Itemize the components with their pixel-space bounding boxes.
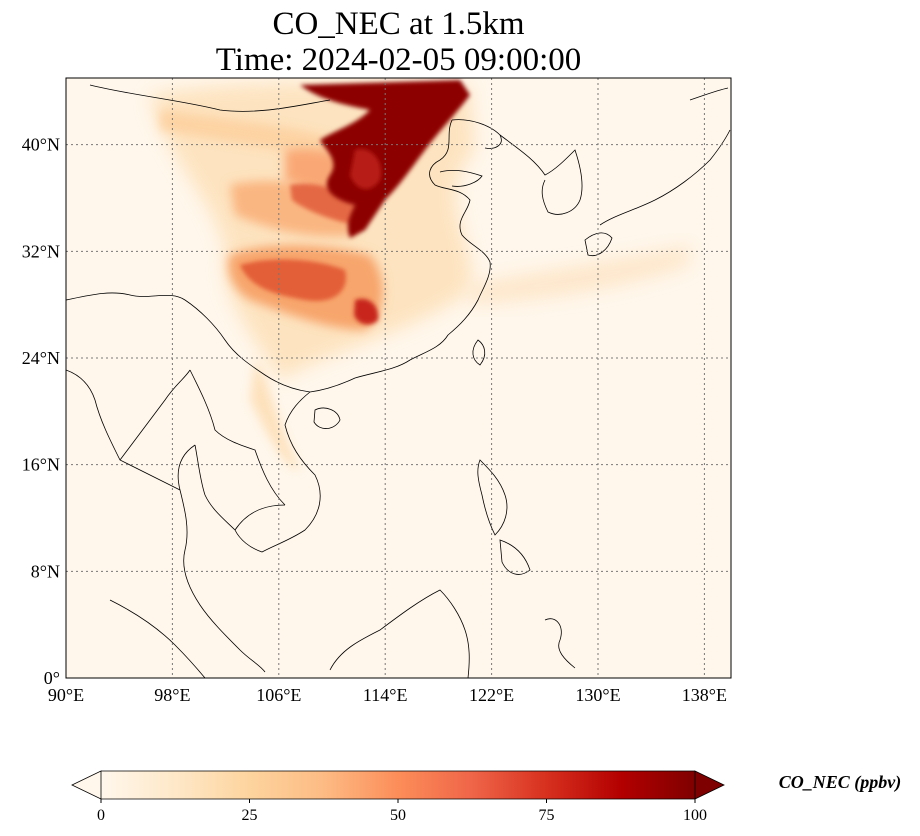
coastlines-and-borders bbox=[66, 84, 731, 678]
coastline-indochina-east bbox=[194, 391, 321, 553]
coastline-luzon bbox=[477, 459, 508, 536]
map-frame bbox=[65, 77, 732, 679]
co-concentration-field bbox=[150, 80, 690, 470]
lat-tick-label: 24°N bbox=[22, 348, 60, 368]
coastline-china-east bbox=[309, 119, 491, 393]
latitude-axis: 0° 8°N 16°N 24°N 32°N 40°N bbox=[22, 135, 60, 688]
coastline-hokkaido bbox=[689, 87, 729, 101]
lon-tick-label: 138°E bbox=[682, 685, 727, 705]
lon-tick-label: 98°E bbox=[154, 685, 190, 705]
lat-tick-label: 32°N bbox=[22, 241, 60, 261]
lon-tick-label: 90°E bbox=[48, 685, 84, 705]
coastline-borneo bbox=[329, 589, 470, 678]
lon-tick-label: 122°E bbox=[469, 685, 514, 705]
lat-tick-label: 40°N bbox=[22, 135, 60, 155]
coastline-malay-peninsula bbox=[177, 444, 266, 673]
colorbar-extend-min bbox=[71, 770, 102, 800]
colorbar-extend-max bbox=[694, 770, 725, 800]
coastline-japan-honshu bbox=[599, 129, 731, 226]
colorbar-label: CO_NEC (ppbv) bbox=[779, 772, 902, 793]
lon-tick-label: 106°E bbox=[256, 685, 301, 705]
border-china-mongolia bbox=[89, 84, 331, 112]
coastline-myanmar bbox=[66, 369, 181, 491]
plume-south bbox=[250, 360, 300, 470]
border-myanmar bbox=[119, 369, 191, 461]
map-panel bbox=[65, 77, 732, 679]
lat-tick-label: 8°N bbox=[31, 561, 60, 581]
coastline-shandong bbox=[439, 169, 483, 187]
map-subtitle-time: Time: 2024-02-05 09:00:00 bbox=[215, 42, 582, 78]
plume-core-hebei bbox=[350, 149, 381, 190]
lon-tick-label: 114°E bbox=[363, 685, 408, 705]
coastline-taiwan bbox=[472, 339, 486, 366]
colorbar-tick-label: 100 bbox=[683, 807, 707, 824]
colorbar-ticks: 0 25 50 75 100 bbox=[97, 799, 707, 824]
colorbar-tick-label: 25 bbox=[242, 807, 258, 824]
coastline-sumatra bbox=[109, 599, 206, 678]
coastline-japan-kyushu bbox=[584, 232, 613, 257]
colorbar-tick-label: 0 bbox=[97, 807, 105, 824]
colorbar-gradient bbox=[101, 771, 695, 799]
plume-core-sichuan bbox=[240, 259, 346, 301]
colorbar: 0 25 50 75 100 CO_NEC (ppbv) bbox=[71, 770, 902, 824]
longitude-axis: 90°E 98°E 106°E 114°E 122°E 130°E 138°E bbox=[48, 685, 727, 705]
border-china-south bbox=[66, 292, 311, 393]
plume-northwest-band bbox=[160, 110, 340, 160]
plume-east-sea bbox=[470, 245, 690, 305]
map-title: CO_NEC at 1.5km bbox=[272, 6, 525, 42]
lat-tick-label: 16°N bbox=[22, 455, 60, 475]
gridlines bbox=[66, 78, 731, 678]
plume-core-hunan bbox=[354, 298, 379, 325]
coastline-mindanao bbox=[499, 539, 531, 575]
colorbar-tick-label: 50 bbox=[390, 807, 406, 824]
coastline-korea bbox=[499, 134, 583, 215]
coastline-hainan bbox=[313, 407, 341, 429]
border-laos-thailand bbox=[189, 369, 286, 506]
lon-tick-label: 130°E bbox=[575, 685, 620, 705]
coastline-sulawesi bbox=[544, 618, 576, 669]
lat-tick-label: 0° bbox=[44, 668, 60, 688]
border-cambodia bbox=[234, 504, 286, 531]
colorbar-tick-label: 75 bbox=[539, 807, 555, 824]
